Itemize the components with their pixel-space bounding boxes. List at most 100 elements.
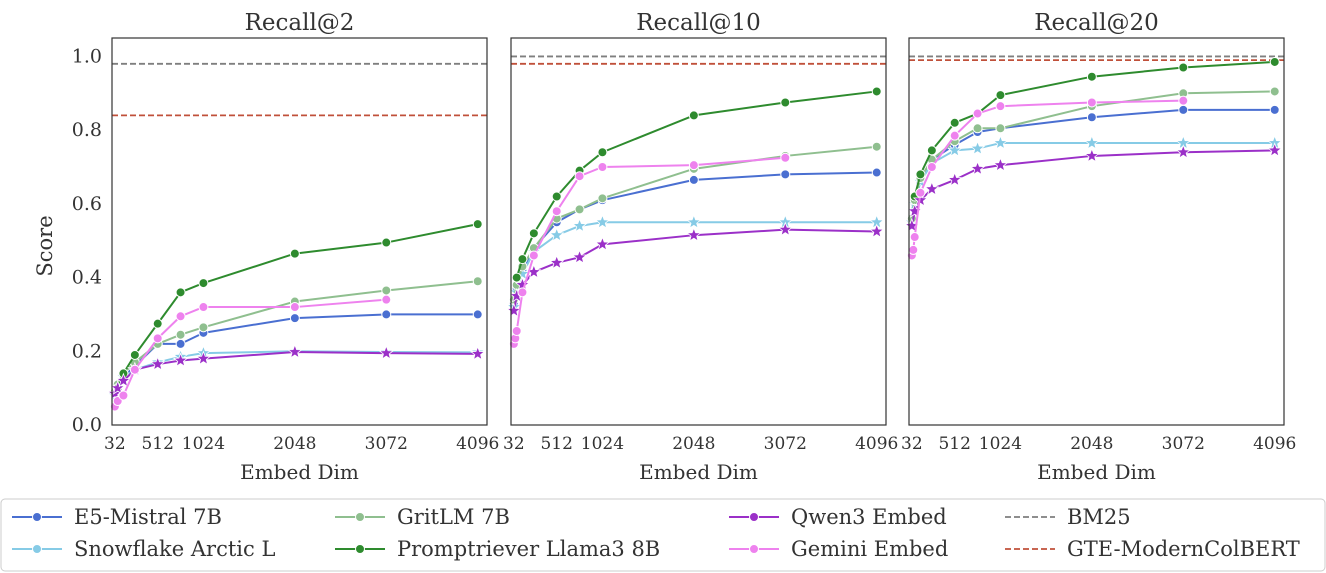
plot-frame [510,37,887,426]
data-point [287,343,303,359]
data-point [969,140,986,156]
data-point [869,223,885,239]
data-point [915,187,926,198]
data-point [150,356,166,371]
legend-marker [32,544,42,554]
data-point [1175,144,1191,159]
data-point [574,171,585,182]
data-point [1267,142,1283,157]
data-point [594,236,611,251]
data-point [1269,56,1280,67]
legend-marker [355,544,365,554]
data-point [381,294,392,305]
panel-recall-10: Recall@10 32 512 1024 2048 3072 4096 Embed Dim [503,10,898,484]
data-point [571,249,588,264]
legend-item-gte-moderncolbert: GTE-ModernColBERT [1005,537,1300,561]
series-snowflake-arctic-l [904,134,1283,229]
data-point [574,204,585,215]
legend-item-promptriever-llama3-8b: Promptriever Llama3 8B [335,537,660,561]
x-tick-label: 1024 [979,434,1022,454]
data-point [551,206,562,217]
data-point [472,309,483,320]
series-line [512,156,786,345]
data-point [780,169,791,180]
x-tick-label: 4096 [1253,434,1296,454]
x-axis-label: Embed Dim [1037,460,1156,484]
data-point [871,86,882,97]
data-point [972,108,983,119]
data-point [1178,62,1189,73]
x-tick-label: 1024 [182,434,225,454]
legend-marker [749,544,759,554]
data-point [517,287,528,298]
legend-label: E5-Mistral 7B [74,505,222,529]
data-point [926,145,937,156]
legend-frame [0,498,1326,572]
data-point [688,174,699,185]
panel-recall-20: Recall@20 32 512 1024 2048 3072 4096 Embed Dim [901,10,1296,484]
series-line [113,351,478,395]
data-point [198,278,209,289]
x-tick-label: 3072 [1162,434,1205,454]
legend-label: GTE-ModernColBERT [1067,537,1300,561]
series-qwen3-embed [904,142,1283,233]
data-point [1269,104,1280,115]
data-point [129,364,140,375]
series-gritlm-7b [109,276,483,397]
series-line [910,99,1184,256]
series-qwen3-embed [506,221,885,318]
data-point [907,203,923,218]
legend-item-gemini-embed: Gemini Embed [729,537,948,561]
data-point [949,117,960,128]
data-point [992,157,1009,172]
legend-label: BM25 [1067,505,1131,529]
data-point [378,345,394,360]
data-point [129,349,140,360]
y-tick-label: 0.6 [72,193,102,215]
data-point [1084,147,1100,163]
series-promptriever-llama3-8b [909,56,1280,202]
series-line [512,228,877,311]
y-tick-label: 0.8 [72,119,102,141]
x-tick-label: 32 [104,434,126,454]
legend-label: Gemini Embed [791,537,948,561]
y-tick-label: 0.4 [72,267,102,289]
data-point [594,214,611,229]
legend-marker [32,512,42,522]
data-point [995,123,1006,134]
x-tick-label: 4096 [456,434,499,454]
data-point [780,152,791,163]
data-point [198,302,209,313]
data-point [686,214,702,229]
legend-item-qwen3-embed: Qwen3 Embed [729,505,947,529]
data-point [972,123,983,134]
x-axis-label: Embed Dim [240,460,359,484]
data-point [688,160,699,171]
data-point [926,162,937,172]
x-axis-label: Embed Dim [639,460,758,484]
series-line [913,60,1275,197]
data-point [289,302,300,313]
data-point [947,142,963,157]
y-tick-label: 0.2 [72,340,102,362]
data-point [686,227,702,242]
legend-item-bm25: BM25 [1005,505,1131,529]
data-point [947,171,963,187]
legend-marker [355,512,365,522]
data-point [506,302,522,318]
data-point [381,285,392,296]
series-promptriever-llama3-8b [511,86,882,283]
data-point [1084,134,1100,150]
legend-item-e5-mistral-7b: E5-Mistral 7B [12,505,222,529]
x-tick-label: 512 [141,434,173,454]
legend-item-snowflake-arctic-l: Snowflake Arctic L [12,537,275,561]
data-point [915,169,926,180]
data-point [472,219,483,230]
y-tick-label: 0.0 [72,414,102,436]
data-point [992,134,1009,150]
y-axis-label: Score [33,215,57,276]
data-point [152,318,163,329]
data-point [517,254,528,265]
y-tick-label: 1.0 [72,45,102,67]
